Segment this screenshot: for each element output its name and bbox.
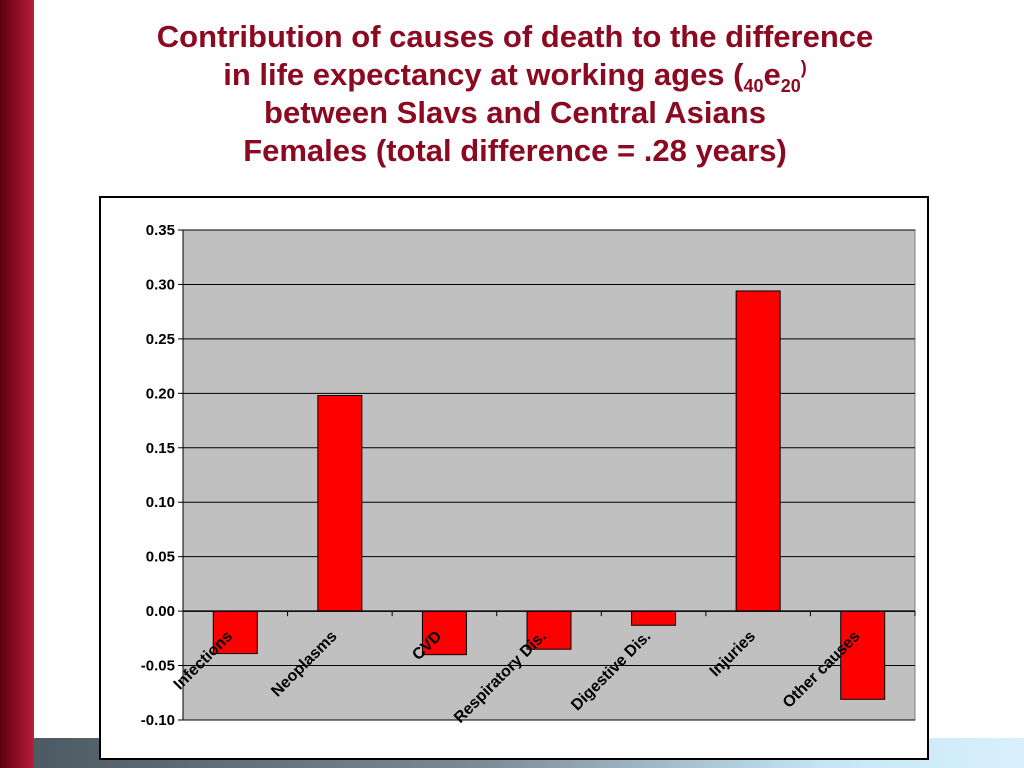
y-tick-label: 0.10	[146, 494, 175, 511]
bar-chart: -0.10 -0.05 0.00 0.05 0.10 0.15 0.20 0.25 0.30 0.…	[141, 222, 916, 729]
title-line-4: Females (total difference = .28 years)	[243, 133, 787, 168]
y-tick-label: 0.35	[146, 222, 175, 239]
title-close-paren: )	[800, 57, 807, 78]
bar-cvd	[421, 610, 467, 656]
y-tick-label: 0.15	[146, 440, 175, 457]
bar-neoplasms	[317, 395, 363, 612]
y-tick-label: 0.00	[146, 603, 175, 620]
y-tick-label: -0.10	[141, 712, 175, 729]
y-tick-label: -0.05	[141, 658, 175, 675]
title-subscript-20: 20	[780, 76, 801, 97]
title-subscript-40: 40	[743, 76, 764, 97]
y-tick-label: 0.25	[146, 331, 175, 348]
title-line-1: Contribution of causes of death to the d…	[156, 19, 874, 54]
title-e: e	[763, 57, 781, 92]
chart-frame: -0.10 -0.05 0.00 0.05 0.10 0.15 0.20 0.25 0.30 0.…	[99, 196, 929, 760]
bar-infections	[212, 610, 258, 655]
y-tick-label: 0.20	[146, 385, 175, 402]
bar-digestive-dis	[631, 610, 677, 626]
left-accent-bar	[0, 0, 34, 768]
title-line-2: in life expectancy at working ages (40e2…	[60, 56, 970, 97]
title-line-2-text: in life expectancy at working ages (	[223, 57, 744, 92]
title-line-3: between Slavs and Central Asians	[264, 95, 766, 130]
bar-injuries	[735, 290, 781, 612]
y-tick-label: 0.05	[146, 549, 175, 566]
chart-title: Contribution of causes of death to the d…	[60, 18, 970, 170]
y-tick-label: 0.30	[146, 276, 175, 293]
bar-respiratory-dis	[526, 610, 572, 650]
